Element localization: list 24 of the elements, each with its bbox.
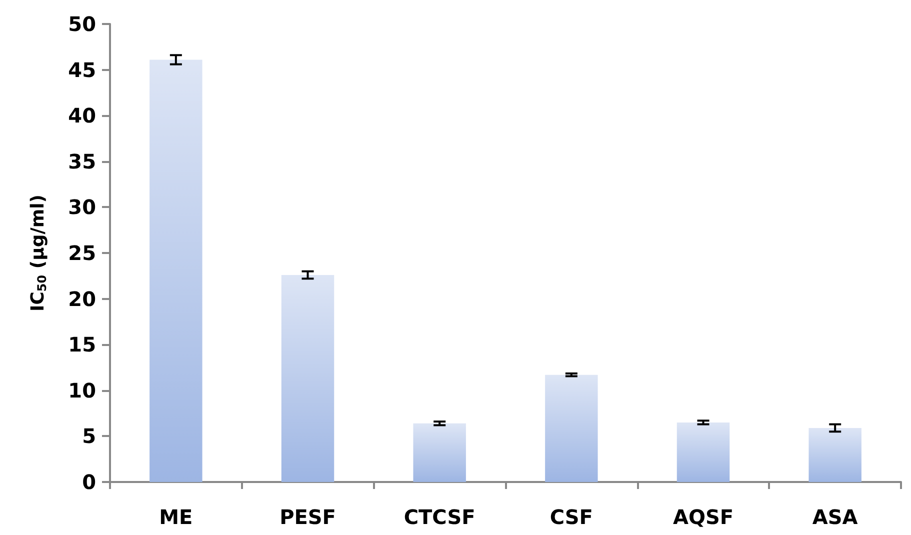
y-tick-label: 50: [68, 12, 96, 36]
bar: [808, 428, 862, 482]
x-tick-label: AQSF: [672, 505, 734, 529]
bar: [413, 423, 466, 482]
y-tick-label: 45: [68, 58, 96, 82]
y-axis-title: IC50 (µg/ml): [28, 194, 49, 312]
bar: [676, 422, 730, 482]
y-tick-label: 20: [68, 286, 96, 311]
bar: [545, 374, 598, 482]
y-tick-label: 0: [82, 470, 96, 494]
x-tick-label: CTCSF: [404, 505, 476, 529]
bar: [281, 274, 334, 482]
y-tick-label: 40: [68, 104, 96, 128]
y-tick-label: 5: [82, 424, 96, 448]
y-tick-label: 25: [68, 241, 96, 265]
x-tick-label: ME: [159, 505, 193, 529]
y-tick-label: 35: [68, 149, 96, 174]
y-tick-label: 15: [68, 332, 96, 357]
x-tick-label: ASA: [812, 505, 858, 529]
x-tick-label: CSF: [550, 505, 593, 529]
x-tick-label: PESF: [280, 505, 336, 529]
bar: [150, 60, 202, 482]
y-tick-label: 30: [68, 195, 96, 220]
y-tick-label: 10: [68, 378, 96, 402]
